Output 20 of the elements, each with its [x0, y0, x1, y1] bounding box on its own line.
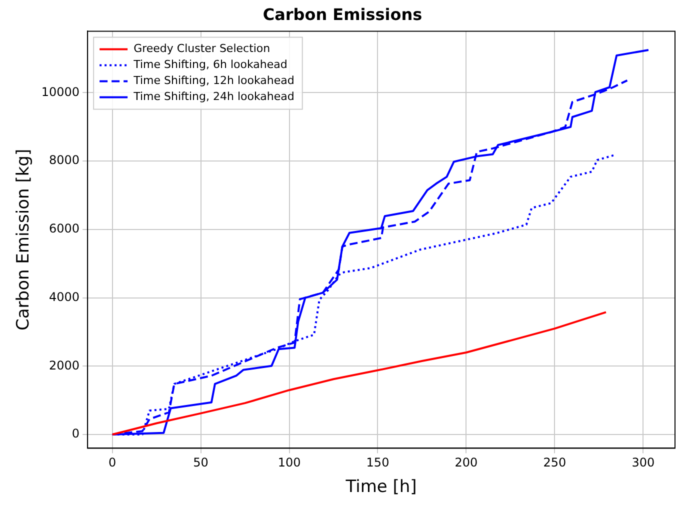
y-axis-title: Carbon Emission [kg]	[14, 148, 34, 330]
legend-label: Time Shifting, 12h lookahead	[132, 74, 294, 88]
y-tick-label: 8000	[49, 153, 80, 168]
chart-title: Carbon Emissions	[262, 4, 422, 24]
legend-label: Time Shifting, 6h lookahead	[132, 58, 288, 72]
x-axis-title: Time [h]	[344, 477, 417, 498]
y-tick-label: 2000	[49, 358, 80, 372]
legend-label: Greedy Cluster Selection	[134, 42, 270, 56]
y-tick-label: 0	[72, 426, 80, 441]
x-tick-label: 250	[543, 456, 566, 470]
y-tick-label: 4000	[49, 290, 80, 304]
y-tick-label: 6000	[49, 222, 80, 236]
x-tick-label: 0	[108, 456, 116, 470]
x-tick-label: 200	[454, 456, 478, 470]
x-tick-label: 300	[632, 456, 655, 470]
x-tick-label: 50	[193, 456, 208, 470]
x-tick-label: 100	[278, 456, 301, 470]
y-tick-label: 10000	[41, 84, 80, 99]
x-tick-label: 150	[366, 456, 390, 470]
legend-label: Time Shifting, 24h lookahead	[132, 90, 294, 104]
